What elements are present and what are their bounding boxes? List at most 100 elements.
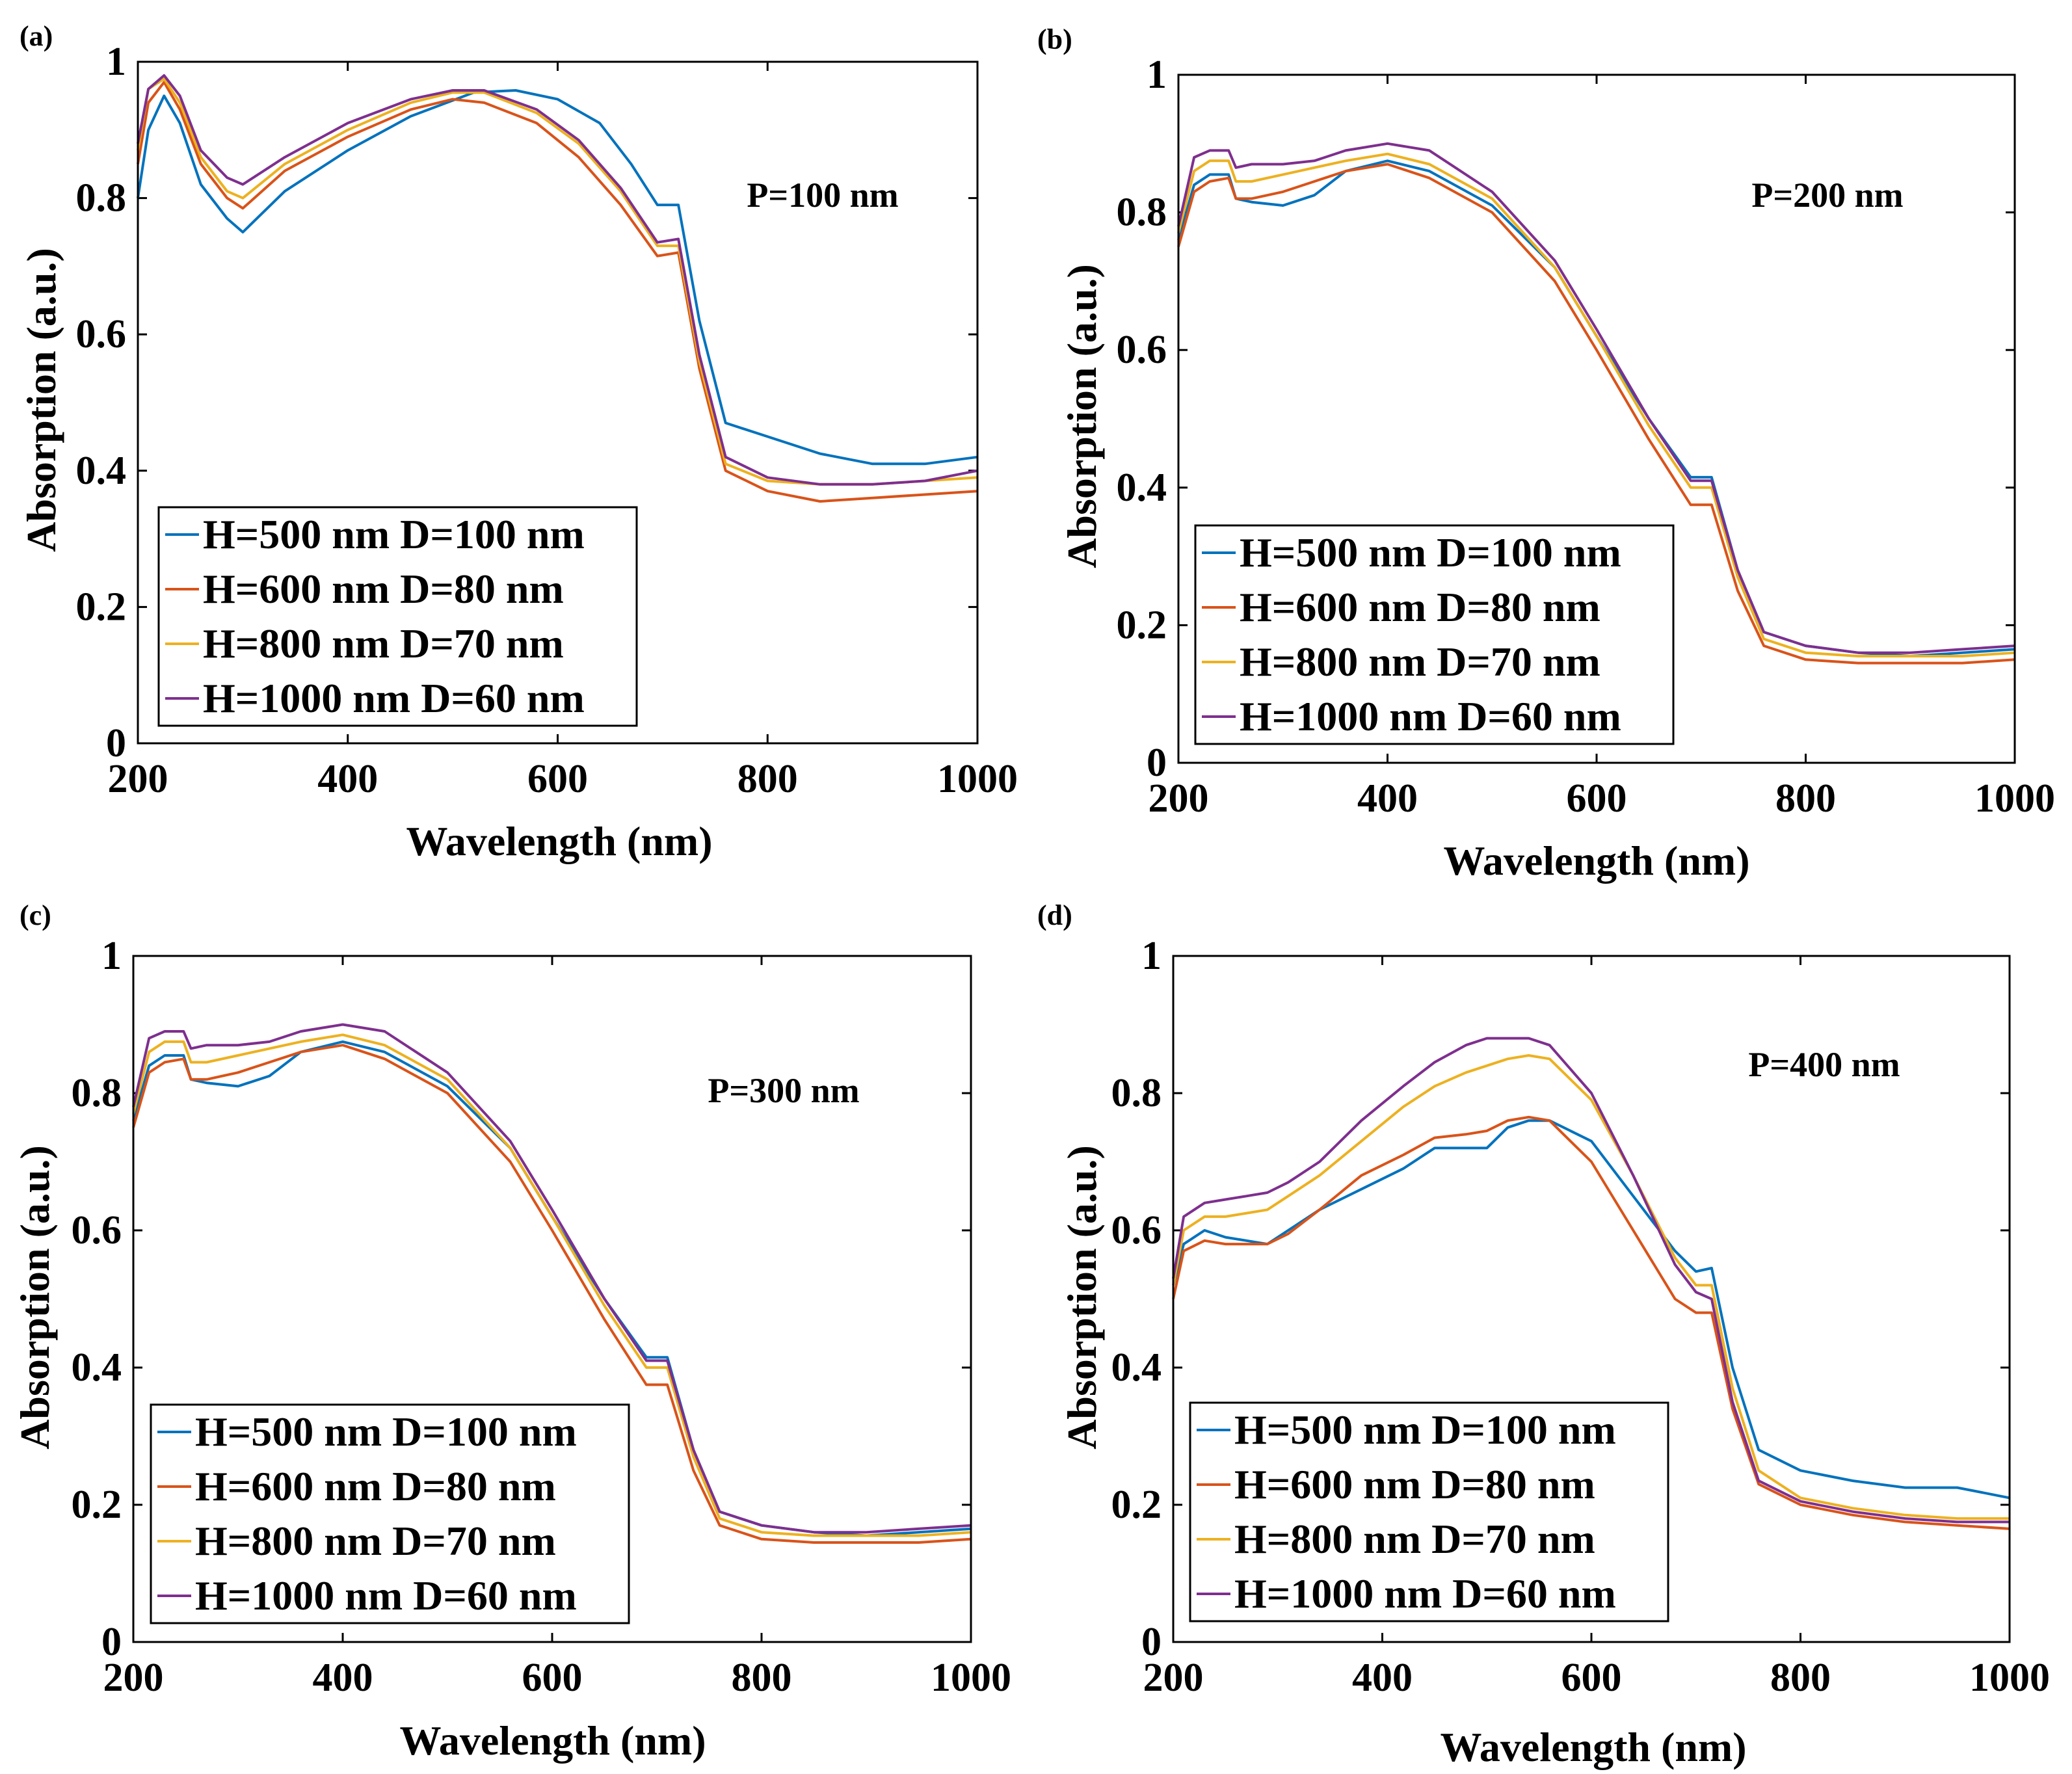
x-tick-label: 1000 (1969, 1656, 2050, 1700)
x-tick-label: 800 (732, 1656, 792, 1700)
legend-label: H=1000 nm D=60 nm (1240, 693, 1621, 739)
axes-frame (1177, 73, 2016, 764)
y-axis-label: Absorption (a.u.) (1059, 1145, 1105, 1450)
panel-c: (c) P=300 nm Wavelength (nm) Absorption … (12, 899, 1011, 1764)
legend-label: H=600 nm D=80 nm (1240, 584, 1600, 630)
series-line (1177, 152, 2015, 657)
x-axis-label: Wavelength (nm) (406, 818, 712, 864)
legend-label: H=1000 nm D=60 nm (195, 1572, 577, 1619)
x-tick-label: 1000 (1974, 776, 2055, 821)
panel-label: (b) (1037, 23, 1072, 55)
series-line (1177, 163, 2015, 665)
panel-b: (b) P=200 nm Wavelength (nm) Absorption … (1037, 23, 2055, 884)
annotation-text: P=300 nm (708, 1071, 859, 1110)
legend-box (157, 506, 638, 727)
legend-label: H=500 nm D=100 nm (195, 1409, 577, 1455)
series-line (132, 1033, 972, 1537)
series-line (132, 1044, 972, 1544)
plot-area: 200 400 600 800 1000 0 0.2 0.4 0.6 0.8 1 (1111, 934, 2051, 1700)
x-tick-label: 800 (1770, 1656, 1831, 1700)
y-tick-label: 1 (1147, 53, 1167, 97)
legend-label: H=800 nm D=70 nm (1240, 639, 1600, 685)
axes-frame (1172, 955, 2011, 1643)
x-tick-label: 400 (1357, 776, 1418, 821)
x-tick-label: 200 (103, 1656, 164, 1700)
x-axis-label: Wavelength (nm) (399, 1717, 706, 1764)
y-tick-label: 0.8 (72, 1071, 122, 1115)
series-line (137, 77, 978, 486)
legend-box (150, 1403, 630, 1624)
y-tick-label: 0 (101, 1620, 122, 1664)
x-tick-label: 800 (737, 757, 798, 801)
axes-frame (137, 60, 979, 745)
y-tick-label: 0.8 (76, 176, 127, 220)
series-line (132, 1023, 972, 1534)
annotation-text: P=100 nm (747, 176, 898, 215)
legend-box (1189, 1401, 1669, 1622)
y-tick-label: 0.6 (76, 312, 127, 356)
legend-label: H=600 nm D=80 nm (195, 1463, 556, 1509)
x-tick-label: 1000 (931, 1656, 1011, 1700)
panel-label: (d) (1037, 899, 1072, 931)
panel-d: (d) P=400 nm Wavelength (nm) Absorption … (1037, 899, 2050, 1770)
x-tick-label: 800 (1775, 776, 1836, 821)
y-tick-label: 0.8 (1111, 1071, 1162, 1115)
annotation-text: P=400 nm (1748, 1045, 1900, 1084)
y-tick-label: 0.8 (1117, 191, 1167, 235)
plot-area: 200 400 600 800 1000 0 0.2 0.4 0.6 0.8 1 (1117, 53, 2056, 821)
legend-label: H=500 nm D=100 nm (1240, 529, 1621, 576)
series-line (1172, 1115, 2010, 1530)
y-tick-label: 1 (1141, 934, 1162, 978)
y-tick-label: 1 (101, 934, 122, 978)
legend: H=500 nm D=100 nm H=600 nm D=80 nm H=800 n… (157, 506, 638, 727)
y-tick-label: 1 (106, 40, 126, 84)
series-line (137, 74, 978, 486)
x-tick-label: 400 (317, 757, 378, 801)
x-tick-label: 1000 (937, 757, 1018, 801)
series-line (137, 89, 978, 466)
y-tick-label: 0.6 (1117, 328, 1167, 372)
x-tick-label: 400 (1352, 1656, 1413, 1700)
x-axis-label: Wavelength (nm) (1443, 838, 1749, 884)
legend-label: H=800 nm D=70 nm (203, 620, 564, 667)
legend: H=500 nm D=100 nm H=600 nm D=80 nm H=800 n… (1189, 1401, 1669, 1622)
legend: H=500 nm D=100 nm H=600 nm D=80 nm H=800 n… (1194, 524, 1675, 745)
series-line (137, 81, 978, 503)
y-axis-label: Absorption (a.u.) (18, 248, 64, 552)
legend-box (1194, 524, 1675, 745)
y-tick-label: 0 (1147, 741, 1167, 785)
y-tick-label: 0.6 (72, 1208, 122, 1252)
y-tick-label: 0.4 (1111, 1345, 1162, 1390)
y-axis-label: Absorption (a.u.) (1059, 264, 1105, 568)
plot-area: 200 400 600 800 1000 0 0.2 0.4 0.6 0.8 1 (76, 40, 1018, 801)
x-tick-label: 200 (1143, 1656, 1204, 1700)
y-tick-label: 0 (1141, 1620, 1162, 1664)
y-tick-label: 0.4 (72, 1345, 122, 1390)
y-tick-label: 0.2 (72, 1483, 122, 1527)
legend-label: H=1000 nm D=60 nm (1234, 1570, 1616, 1617)
x-axis-label: Wavelength (nm) (1440, 1724, 1746, 1770)
series-line (1172, 1037, 2010, 1524)
x-tick-label: 200 (108, 757, 168, 801)
y-axis-label: Absorption (a.u.) (12, 1145, 58, 1450)
panel-a: (a) P=100 nm Wavelength (nm) Absorption … (18, 20, 1018, 864)
legend-label: H=800 nm D=70 nm (1234, 1516, 1595, 1562)
legend-label: H=800 nm D=70 nm (195, 1518, 556, 1564)
legend-label: H=600 nm D=80 nm (203, 566, 564, 612)
y-tick-label: 0.2 (76, 585, 127, 629)
y-tick-label: 0.2 (1111, 1483, 1162, 1527)
y-tick-label: 0.2 (1117, 603, 1167, 647)
legend-label: H=1000 nm D=60 nm (203, 675, 585, 721)
legend-label: H=500 nm D=100 nm (203, 511, 585, 557)
y-tick-label: 0.4 (76, 449, 127, 493)
y-tick-label: 0.6 (1111, 1208, 1162, 1252)
series-line (1172, 1054, 2010, 1520)
x-tick-label: 600 (1561, 1656, 1622, 1700)
legend: H=500 nm D=100 nm H=600 nm D=80 nm H=800 n… (150, 1403, 630, 1624)
y-tick-label: 0.4 (1117, 466, 1167, 510)
series-line (1177, 142, 2015, 654)
legend-label: H=500 nm D=100 nm (1234, 1407, 1616, 1453)
axes-frame (132, 955, 972, 1643)
x-tick-label: 600 (527, 757, 588, 801)
